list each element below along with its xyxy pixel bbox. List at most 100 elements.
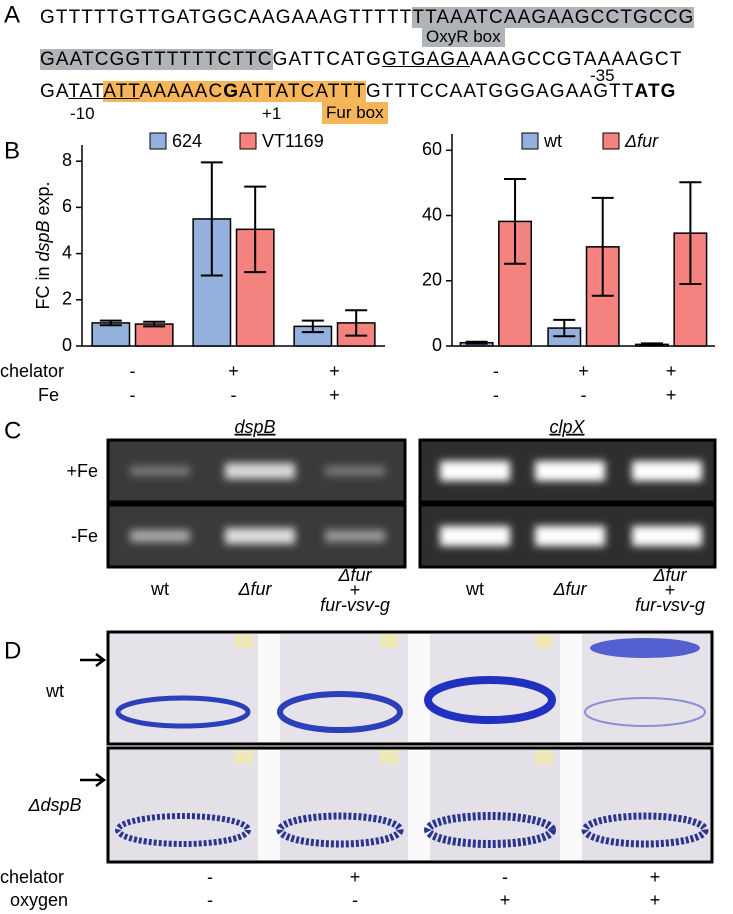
condition-sign: + [650, 890, 661, 910]
strain-label: wt [45, 681, 64, 701]
sequence-segment: ATTATCATTT [239, 81, 366, 102]
condition-sign: - [207, 867, 213, 887]
condition-sign: + [228, 361, 239, 381]
condition-sign: + [500, 890, 511, 910]
error-bar [143, 320, 166, 328]
y-tick-label: 20 [422, 270, 442, 290]
sequence-segment: TTAAATCAAGAAGCCTGCCG [412, 7, 695, 28]
gel-bands [130, 461, 702, 546]
sequence-segment: AAAAAC [139, 81, 224, 102]
gel-band [225, 528, 295, 544]
sequence-annotation: +1 [262, 104, 282, 123]
condition-sign: - [130, 385, 136, 405]
lane-label: Δfur [552, 579, 587, 599]
legend-label: 624 [172, 131, 202, 151]
lane-label: wt [150, 579, 169, 599]
condition-label: Fe [38, 385, 59, 405]
legend-label: wt [543, 131, 562, 151]
y-axis-label-part: exp. [33, 181, 53, 220]
lane-label: + [665, 580, 676, 600]
lane-label: Δfur [337, 565, 372, 585]
lane-label: Δfur [237, 579, 272, 599]
gel-condition: +Fe [66, 461, 98, 481]
gel-band [440, 461, 510, 481]
lane-label: fur-vsv-g [320, 595, 390, 615]
error-bar [244, 185, 267, 274]
bar [91, 322, 131, 347]
gel-band [632, 461, 702, 481]
lane-label: Δfur [652, 565, 687, 585]
y-tick-label: 8 [62, 150, 72, 170]
sequence-annotation: Fur box [322, 102, 388, 124]
sequence-segment: TAT [68, 81, 104, 102]
gel-band [130, 466, 190, 476]
gel-band [325, 466, 385, 476]
error-bar [679, 181, 702, 286]
error-bar [465, 340, 488, 345]
condition-sign: - [581, 385, 587, 405]
sequence-annotation: -10 [70, 104, 95, 123]
y-tick-label: 40 [422, 204, 442, 224]
gel-band [535, 461, 605, 481]
condition-sign: + [329, 361, 340, 381]
condition-sign: - [493, 385, 499, 405]
lane-label: wt [465, 579, 484, 599]
condition-sign: + [666, 361, 677, 381]
gel-band [535, 526, 605, 546]
condition-label: oxygen [10, 890, 68, 910]
y-tick-label: 2 [62, 289, 72, 309]
panel-label: B [4, 137, 20, 164]
gel-condition: -Fe [71, 526, 98, 546]
y-tick-label: 0 [432, 335, 442, 355]
sequence-segment: ATT [103, 81, 140, 102]
sequence-segment: AAAGCCGTAAAAGCT [469, 49, 683, 70]
sequence-segment: GTTTTTGTTGATGGCAAGAAAGTTTTT [40, 7, 413, 28]
condition-label: chelator [0, 361, 64, 381]
condition-sign: + [350, 867, 361, 887]
strain-label: ΔdspB [27, 795, 81, 815]
gel-band [632, 526, 702, 546]
error-bar [640, 342, 663, 347]
lane-label: fur-vsv-g [635, 595, 705, 615]
sequence-line: GAATCGGTTTTTTCTTCGATTCATGGTGAGAAAAGCCGTA… [40, 48, 682, 72]
y-axis-label-part: dspB [33, 220, 53, 261]
sequence-segment: GATTCATG [272, 49, 383, 70]
gel-band [130, 530, 190, 542]
sequence-annotation: OxyR box [422, 27, 505, 47]
y-axis-label: FC in dspB exp. [33, 181, 53, 309]
lane-label: + [350, 580, 361, 600]
arrow [80, 653, 107, 667]
error-bar [345, 309, 368, 337]
sequence-segment: GA [40, 81, 69, 102]
legend-swatch [239, 132, 257, 150]
y-tick-label: 6 [62, 196, 72, 216]
gel-band [225, 463, 295, 479]
legend-label: Δfur [624, 131, 659, 151]
sequence-segment: ATG [634, 81, 677, 102]
condition-sign: - [231, 385, 237, 405]
gel-band [325, 530, 385, 542]
condition-sign: + [578, 361, 589, 381]
gene-label: clpX [549, 417, 585, 437]
error-bar [504, 178, 527, 265]
y-tick-label: 4 [62, 242, 72, 262]
error-bar [301, 319, 324, 334]
sequence-segment: GTGAGA [382, 49, 470, 70]
panel-label: A [4, 1, 20, 28]
sequence-segment: G [223, 81, 240, 102]
sequence-segment: GTTTCCAATGGGAGAAGTT [365, 81, 635, 102]
condition-sign: - [207, 890, 213, 910]
condition-sign: + [666, 385, 677, 405]
sequence-annotation: -35 [590, 66, 615, 85]
error-bar [553, 318, 576, 338]
sequence-line: GATATATTAAAAACGATTATCATTTGTTTCCAATGGGAGA… [40, 80, 677, 104]
condition-sign: + [650, 867, 661, 887]
condition-sign: - [493, 361, 499, 381]
error-bar [200, 161, 223, 277]
condition-sign: - [130, 361, 136, 381]
y-tick-label: 0 [62, 335, 72, 355]
condition-sign: - [352, 890, 358, 910]
arrow [80, 773, 107, 787]
